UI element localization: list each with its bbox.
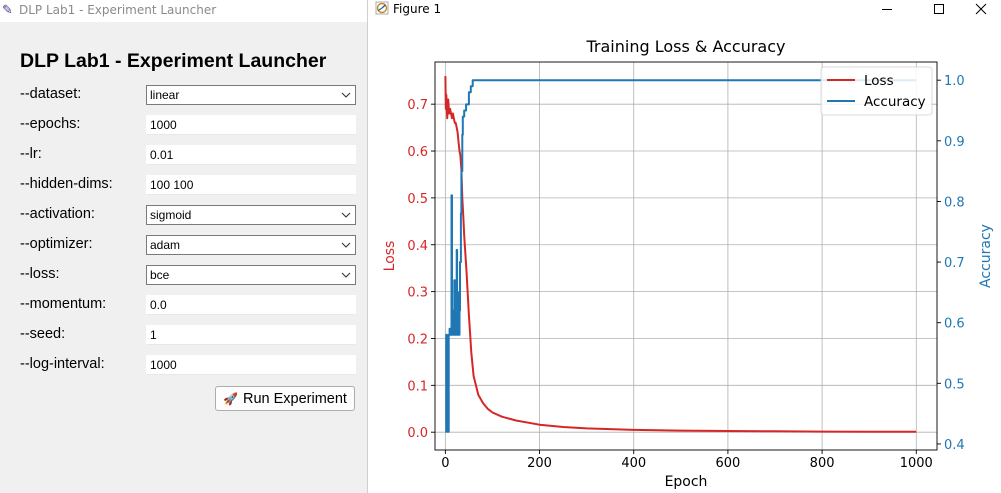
run-experiment-label: Run Experiment	[242, 390, 347, 407]
launcher-window-title: DLP Lab1 - Experiment Launcher	[19, 3, 217, 17]
x-tick-label: 400	[621, 456, 646, 471]
momentum-input[interactable]: 0.0	[146, 295, 356, 315]
close-icon	[975, 3, 987, 15]
x-tick-label: 0	[441, 456, 449, 471]
x-tick-label: 800	[810, 456, 835, 471]
dataset-value: linear	[150, 88, 180, 102]
y-left-tick-label: 0.2	[407, 332, 428, 347]
lr-value: 0.01	[150, 148, 174, 162]
y-right-tick-label: 0.8	[944, 195, 965, 210]
epochs-input[interactable]: 1000	[146, 115, 356, 135]
arg-label-lr: --lr:	[20, 146, 42, 162]
y-left-tick-label: 0.5	[407, 192, 428, 207]
loginterval-input[interactable]: 1000	[146, 355, 356, 375]
activation-value: sigmoid	[150, 208, 192, 222]
activation-select[interactable]: sigmoid	[146, 205, 356, 225]
figure-window: Figure 1 0 200 400 600 800 1000 0.0 0.1 0.2 0.3 0.…	[367, 0, 1001, 493]
launcher-window: ✎ DLP Lab1 - Experiment Launcher DLP Lab…	[0, 0, 367, 493]
hiddendims-input[interactable]: 100 100	[146, 175, 356, 195]
arg-label-hiddendims: --hidden-dims:	[20, 176, 113, 192]
loss-value: bce	[150, 268, 170, 282]
close-button[interactable]	[958, 0, 1001, 18]
rocket-icon: 🚀	[223, 391, 238, 406]
momentum-value: 0.0	[150, 298, 167, 312]
y-left-axis-label: Loss	[382, 241, 398, 272]
epochs-value: 1000	[150, 118, 177, 132]
loginterval-value: 1000	[150, 358, 177, 372]
arg-label-seed: --seed:	[20, 326, 66, 342]
y-left-tick-label: 0.0	[407, 426, 428, 441]
x-axis-label: Epoch	[665, 474, 708, 490]
feather-icon: ✎	[2, 3, 13, 18]
maximize-button[interactable]	[916, 0, 962, 18]
chevron-down-icon[interactable]	[340, 239, 352, 251]
seed-input[interactable]: 1	[146, 325, 356, 345]
y-left-tick-label: 0.7	[407, 98, 428, 113]
y-left-tick-label: 0.6	[407, 145, 428, 160]
y-right-tick-label: 0.9	[944, 135, 965, 150]
y-right-axis-label: Accuracy	[978, 224, 994, 288]
series-line-loss	[444, 76, 917, 433]
matplotlib-icon	[375, 1, 389, 15]
arg-label-dataset: --dataset:	[20, 86, 82, 102]
training-chart: 0 200 400 600 800 1000 0.0 0.1 0.2 0.3 0.4 0.5 0.6 0.…	[382, 37, 994, 490]
optimizer-value: adam	[150, 238, 181, 252]
figure-titlebar[interactable]: Figure 1	[368, 0, 1001, 18]
y-right-tick-label: 0.5	[944, 377, 965, 392]
arg-label-momentum: --momentum:	[20, 296, 107, 312]
minimize-icon	[882, 9, 892, 10]
x-tick-label: 600	[715, 456, 740, 471]
legend-label-accuracy: Accuracy	[864, 94, 926, 110]
y-left-tick-label: 0.3	[407, 286, 428, 301]
chart-title: Training Loss & Accuracy	[585, 37, 785, 56]
y-right-tick-label: 0.6	[944, 317, 965, 332]
seed-value: 1	[150, 328, 157, 342]
lr-input[interactable]: 0.01	[146, 145, 356, 165]
y-right-tick-label: 1.0	[944, 74, 965, 89]
y-right-tick-label: 0.4	[944, 438, 965, 453]
loss-select[interactable]: bce	[146, 265, 356, 285]
chevron-down-icon[interactable]	[340, 269, 352, 281]
x-tick-label: 200	[527, 456, 552, 471]
hiddendims-value: 100 100	[150, 178, 194, 192]
maximize-icon	[934, 4, 944, 14]
launcher-heading: DLP Lab1 - Experiment Launcher	[20, 50, 327, 72]
chevron-down-icon[interactable]	[340, 89, 352, 101]
launcher-titlebar[interactable]: ✎ DLP Lab1 - Experiment Launcher	[0, 0, 367, 22]
minimize-button[interactable]	[864, 0, 910, 18]
optimizer-select[interactable]: adam	[146, 235, 356, 255]
x-tick-label: 1000	[900, 456, 933, 471]
plot-frame	[434, 61, 938, 451]
arg-label-epochs: --epochs:	[20, 116, 81, 132]
dataset-select[interactable]: linear	[146, 85, 356, 105]
arg-label-optimizer: --optimizer:	[20, 236, 93, 252]
arg-label-loss: --loss:	[20, 266, 60, 282]
series-line-accuracy	[445, 79, 917, 433]
run-experiment-button[interactable]: 🚀 Run Experiment	[215, 386, 355, 411]
y-right-tick-label: 0.7	[944, 256, 965, 271]
legend-label-loss: Loss	[864, 73, 894, 89]
figure-window-title: Figure 1	[393, 2, 442, 16]
y-left-tick-label: 0.1	[407, 379, 428, 394]
arg-label-activation: --activation:	[20, 206, 95, 222]
y-left-tick-label: 0.4	[407, 239, 428, 254]
arg-label-loginterval: --log-interval:	[20, 356, 105, 372]
chevron-down-icon[interactable]	[340, 209, 352, 221]
